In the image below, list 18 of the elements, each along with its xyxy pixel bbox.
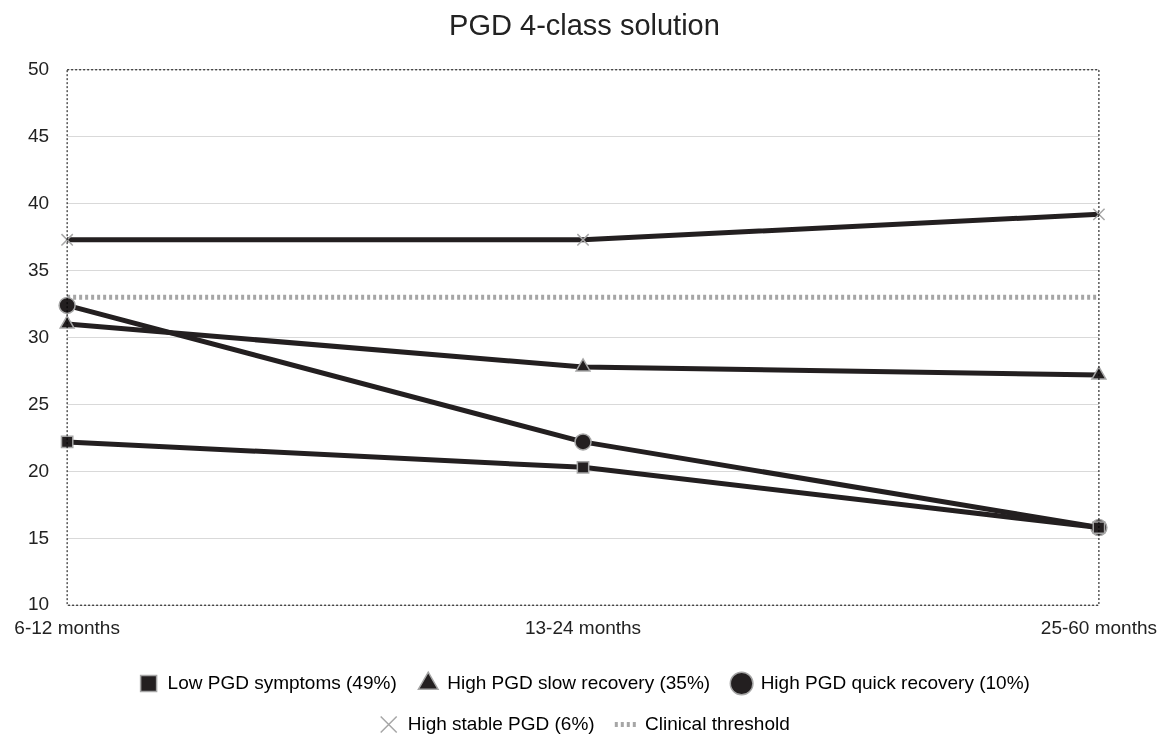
- y-tick-label: 10: [27, 593, 50, 615]
- legend-label: Low PGD symptoms (49%): [167, 671, 397, 693]
- y-tick-label: 35: [27, 258, 50, 280]
- y-tick-label: 45: [27, 124, 50, 146]
- y-tick-label: 30: [27, 325, 50, 347]
- y-tick-label: 20: [27, 459, 50, 481]
- chart-title: PGD 4-class solution: [449, 9, 720, 42]
- x-tick-label: 25-60 months: [1040, 616, 1157, 638]
- legend-label: Clinical threshold: [645, 712, 790, 734]
- y-tick-label: 25: [27, 392, 50, 414]
- y-tick-label: 15: [27, 526, 50, 548]
- x-tick-label: 13-24 months: [524, 616, 642, 638]
- y-tick-label: 40: [27, 191, 50, 213]
- legend-label: High stable PGD (6%): [407, 712, 595, 734]
- x-tick-label: 6-12 months: [14, 616, 120, 638]
- legend-label: High PGD quick recovery (10%): [760, 671, 1030, 693]
- y-tick-label: 50: [27, 58, 50, 80]
- legend-label: High PGD slow recovery (35%): [447, 671, 711, 693]
